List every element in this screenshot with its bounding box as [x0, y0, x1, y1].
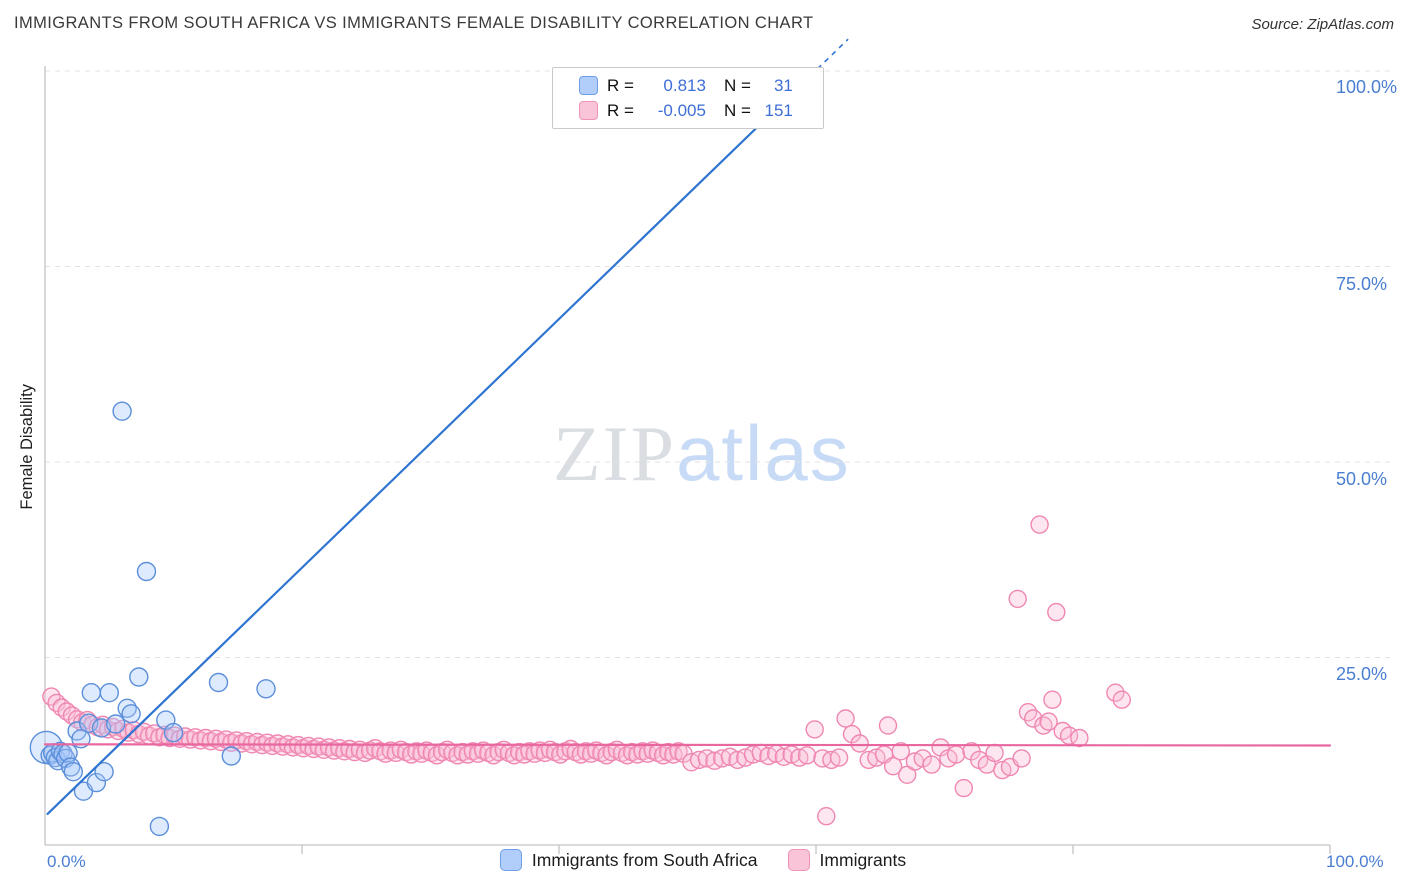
scatter-point	[94, 762, 114, 782]
n-value: 31	[773, 75, 793, 95]
scatter-point	[1012, 749, 1031, 768]
n-value: 151	[764, 100, 793, 120]
scatter-point	[891, 742, 910, 761]
r-label: R =	[607, 75, 634, 95]
scatter-point	[81, 683, 102, 703]
scatter-point	[91, 718, 112, 738]
scatter-point	[850, 734, 869, 753]
scatter-point	[221, 746, 242, 766]
south-africa-points-layer	[29, 401, 276, 837]
legend-row-south-africa: R = 0.813 N = 31	[579, 76, 823, 96]
scatter-point	[86, 772, 107, 793]
scatter-point	[985, 743, 1004, 763]
r-value: -0.005	[657, 100, 706, 120]
scatter-point	[878, 716, 898, 735]
correlation-legend: R = 0.813 N = 31 R = -0.005 N = 151	[552, 67, 824, 129]
trend-lines-layer	[43, 38, 1332, 816]
scatter-point	[208, 672, 229, 693]
y-tick-label-25: 25.0%	[1336, 664, 1388, 684]
n-label: N =	[723, 75, 751, 95]
scatter-point	[1112, 690, 1132, 709]
scatter-point	[805, 720, 824, 739]
blue-series-swatch	[579, 76, 598, 95]
scatter-point	[946, 745, 966, 764]
scatter-point	[256, 679, 276, 699]
scatter-point	[842, 724, 862, 744]
blue-series-swatch	[499, 849, 522, 871]
scatter-point	[797, 746, 817, 765]
scatter-point	[883, 757, 903, 776]
scatter-point	[1023, 709, 1043, 728]
scatter-point	[129, 667, 149, 687]
x-tick-label-100: 100.0%	[1326, 852, 1384, 871]
immigrants-points-layer	[42, 515, 1132, 826]
trend-line	[46, 81, 805, 816]
scatter-point	[105, 714, 126, 734]
scatter-point	[1008, 589, 1027, 609]
scatter-point	[1030, 515, 1049, 534]
scatter-point	[136, 561, 157, 582]
y-tick-label-75: 75.0%	[1336, 274, 1388, 294]
scatter-point	[427, 746, 447, 765]
scatter-point	[922, 755, 941, 774]
scatter-point	[829, 748, 849, 767]
scatter-point	[1106, 683, 1125, 702]
scatter-point	[1039, 712, 1058, 731]
scatter-point	[63, 762, 84, 782]
legend-item-south-africa[interactable]: Immigrants from South Africa	[499, 849, 758, 871]
scatter-point	[1047, 602, 1066, 622]
r-label: R =	[607, 100, 634, 120]
scatter-point	[817, 807, 836, 826]
legend-item-immigrants[interactable]: Immigrants	[787, 849, 907, 871]
scatter-point	[121, 704, 141, 724]
scatter-point	[836, 709, 855, 728]
n-label: N =	[723, 100, 751, 120]
legend-row-immigrants: R = -0.005 N = 151	[579, 101, 823, 121]
scatter-point	[112, 401, 132, 421]
scatter-point	[163, 722, 184, 743]
y-tick-label-50: 50.0%	[1336, 469, 1388, 489]
page-title: IMMIGRANTS FROM SOUTH AFRICA VS IMMIGRAN…	[14, 14, 814, 32]
scatter-point	[149, 816, 170, 837]
scatter-point	[1043, 690, 1062, 709]
scatter-point	[551, 745, 570, 764]
pink-series-swatch	[787, 849, 810, 871]
scatter-point	[1070, 728, 1089, 748]
scatter-point	[99, 683, 120, 703]
scatter-point	[484, 746, 503, 765]
r-value: 0.813	[663, 75, 706, 95]
scatter-point	[954, 778, 973, 798]
bottom-legend: Immigrants from South Africa Immigrants	[0, 849, 1406, 871]
x-tick-label-0: 0.0%	[47, 852, 86, 871]
gridlines	[45, 70, 1394, 658]
scatter-point	[597, 746, 616, 765]
y-tick-label-100: 100.0%	[1336, 77, 1398, 97]
source-credit[interactable]: Source: ZipAtlas.com	[1251, 16, 1394, 33]
pink-series-swatch	[579, 101, 598, 120]
y-axis-title: Female Disability	[18, 384, 36, 510]
legend-label: Immigrants from South Africa	[531, 849, 758, 870]
trend-line	[43, 743, 1332, 747]
legend-label: Immigrants	[819, 849, 907, 870]
axes	[44, 66, 1331, 854]
